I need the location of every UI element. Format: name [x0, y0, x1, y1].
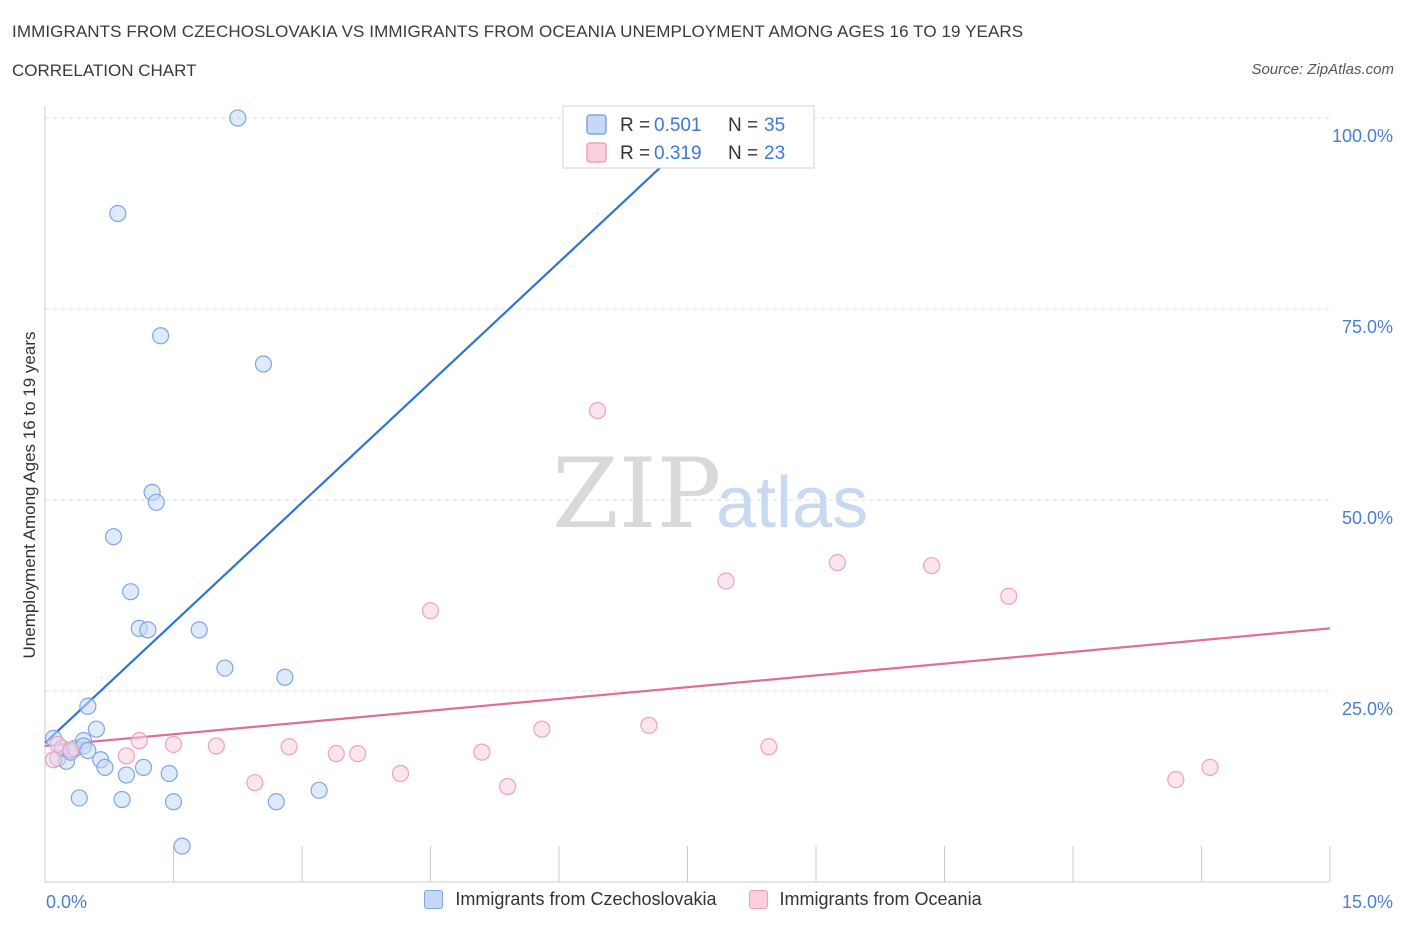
point-pink-17	[640, 716, 658, 734]
y-axis-title: Unemployment Among Ages 16 to 19 years	[20, 332, 39, 659]
legend-top-n-value-blue: 35	[764, 115, 785, 136]
trend-line-pink	[44, 627, 1331, 748]
point-pink-21	[923, 557, 941, 575]
point-pink-24	[1201, 758, 1219, 777]
point-blue-29	[216, 659, 234, 677]
point-pink-5	[164, 735, 183, 754]
y-tick-label-2: 75.0%	[1342, 317, 1393, 337]
legend-top-r-value-blue: 0.501	[654, 115, 702, 136]
chart-title: IMMIGRANTS FROM CZECHOSLOVAKIA VS IMMIGR…	[12, 22, 1024, 41]
legend-item-oceania[interactable]: Immigrants from Oceania	[748, 889, 982, 910]
point-blue-30	[229, 109, 247, 127]
point-pink-9	[327, 745, 345, 763]
point-pink-19	[760, 738, 778, 756]
axes	[44, 106, 1331, 883]
point-pink-23	[1167, 771, 1185, 789]
legend-swatch-pink	[748, 890, 768, 909]
y-tick-label-3: 100.0%	[1332, 126, 1393, 146]
point-blue-33	[276, 668, 294, 686]
legend-swatch-blue	[424, 890, 444, 909]
y-tick-labels: 25.0% 50.0% 75.0% 100.0%	[1332, 126, 1393, 719]
y-tick-label-0: 25.0%	[1342, 699, 1393, 719]
point-pink-22	[1000, 587, 1018, 605]
trend-line-blue	[44, 117, 714, 744]
point-pink-20	[828, 554, 847, 572]
point-blue-23	[147, 493, 165, 511]
watermark-zip: ZIP	[552, 438, 721, 550]
point-blue-16	[113, 790, 131, 809]
point-blue-32	[267, 793, 285, 811]
point-pink-0	[44, 751, 63, 769]
trend-lines	[44, 117, 1331, 748]
point-pink-16	[588, 402, 607, 420]
point-pink-13	[473, 743, 491, 761]
point-pink-3	[117, 747, 135, 765]
legend-top-n-label-pink: N =	[728, 143, 758, 164]
source-label: Source: ZipAtlas.com	[1251, 61, 1394, 78]
point-blue-21	[139, 621, 157, 639]
x-tick-label-1: 15.0%	[1342, 892, 1393, 912]
point-blue-15	[109, 204, 127, 223]
point-blue-25	[160, 764, 178, 783]
legend-bottom: Immigrants from Czechoslovakia Immigrant…	[0, 889, 1406, 910]
x-tick-labels: 0.0% 15.0%	[46, 892, 1393, 912]
watermark-atlas: atlas	[716, 463, 868, 543]
point-blue-6	[70, 789, 88, 807]
data-points	[44, 109, 1219, 855]
point-blue-27	[173, 837, 191, 855]
point-blue-28	[190, 621, 208, 639]
legend-top-r-value-pink: 0.319	[654, 143, 702, 164]
point-pink-7	[246, 774, 264, 792]
chart-subtitle: CORRELATION CHART	[12, 61, 197, 80]
y-tick-label-1: 50.0%	[1342, 508, 1393, 528]
point-pink-15	[533, 720, 551, 738]
legend-label-oceania: Immigrants from Oceania	[779, 889, 982, 909]
legend-top-swatch-blue	[586, 114, 607, 135]
legend-top-r-label-pink: R =	[620, 143, 650, 164]
point-pink-18	[717, 572, 735, 590]
point-pink-8	[280, 738, 298, 756]
point-pink-14	[499, 777, 517, 796]
legend-top-n-value-pink: 23	[764, 143, 785, 164]
point-pink-11	[391, 764, 410, 783]
point-blue-18	[122, 583, 140, 601]
legend-top-swatch-pink	[586, 142, 607, 163]
watermark: ZIP atlas	[552, 438, 868, 550]
point-blue-24	[152, 327, 170, 345]
point-pink-10	[349, 745, 367, 763]
point-pink-6	[207, 737, 225, 755]
legend-label-czechoslovakia: Immigrants from Czechoslovakia	[455, 889, 717, 909]
point-blue-34	[310, 781, 328, 799]
grid-lines	[45, 117, 1330, 692]
point-pink-4	[130, 732, 148, 750]
legend-item-czechoslovakia[interactable]: Immigrants from Czechoslovakia	[424, 889, 717, 910]
point-blue-10	[79, 697, 97, 715]
point-blue-13	[96, 758, 114, 777]
legend-top: R = 0.501 N = 35 R = 0.319 N = 23	[562, 105, 815, 169]
point-blue-31	[254, 355, 273, 373]
point-blue-20	[134, 758, 153, 777]
legend-top-r-label-blue: R =	[620, 115, 650, 136]
legend-top-n-label-blue: N =	[728, 115, 758, 136]
point-blue-14	[104, 528, 123, 546]
point-blue-11	[87, 720, 106, 738]
point-blue-9	[79, 741, 97, 760]
point-pink-12	[421, 602, 440, 620]
point-pink-2	[62, 741, 80, 759]
point-blue-17	[117, 766, 135, 784]
x-tick-label-0: 0.0%	[46, 892, 87, 912]
point-blue-26	[164, 793, 183, 811]
